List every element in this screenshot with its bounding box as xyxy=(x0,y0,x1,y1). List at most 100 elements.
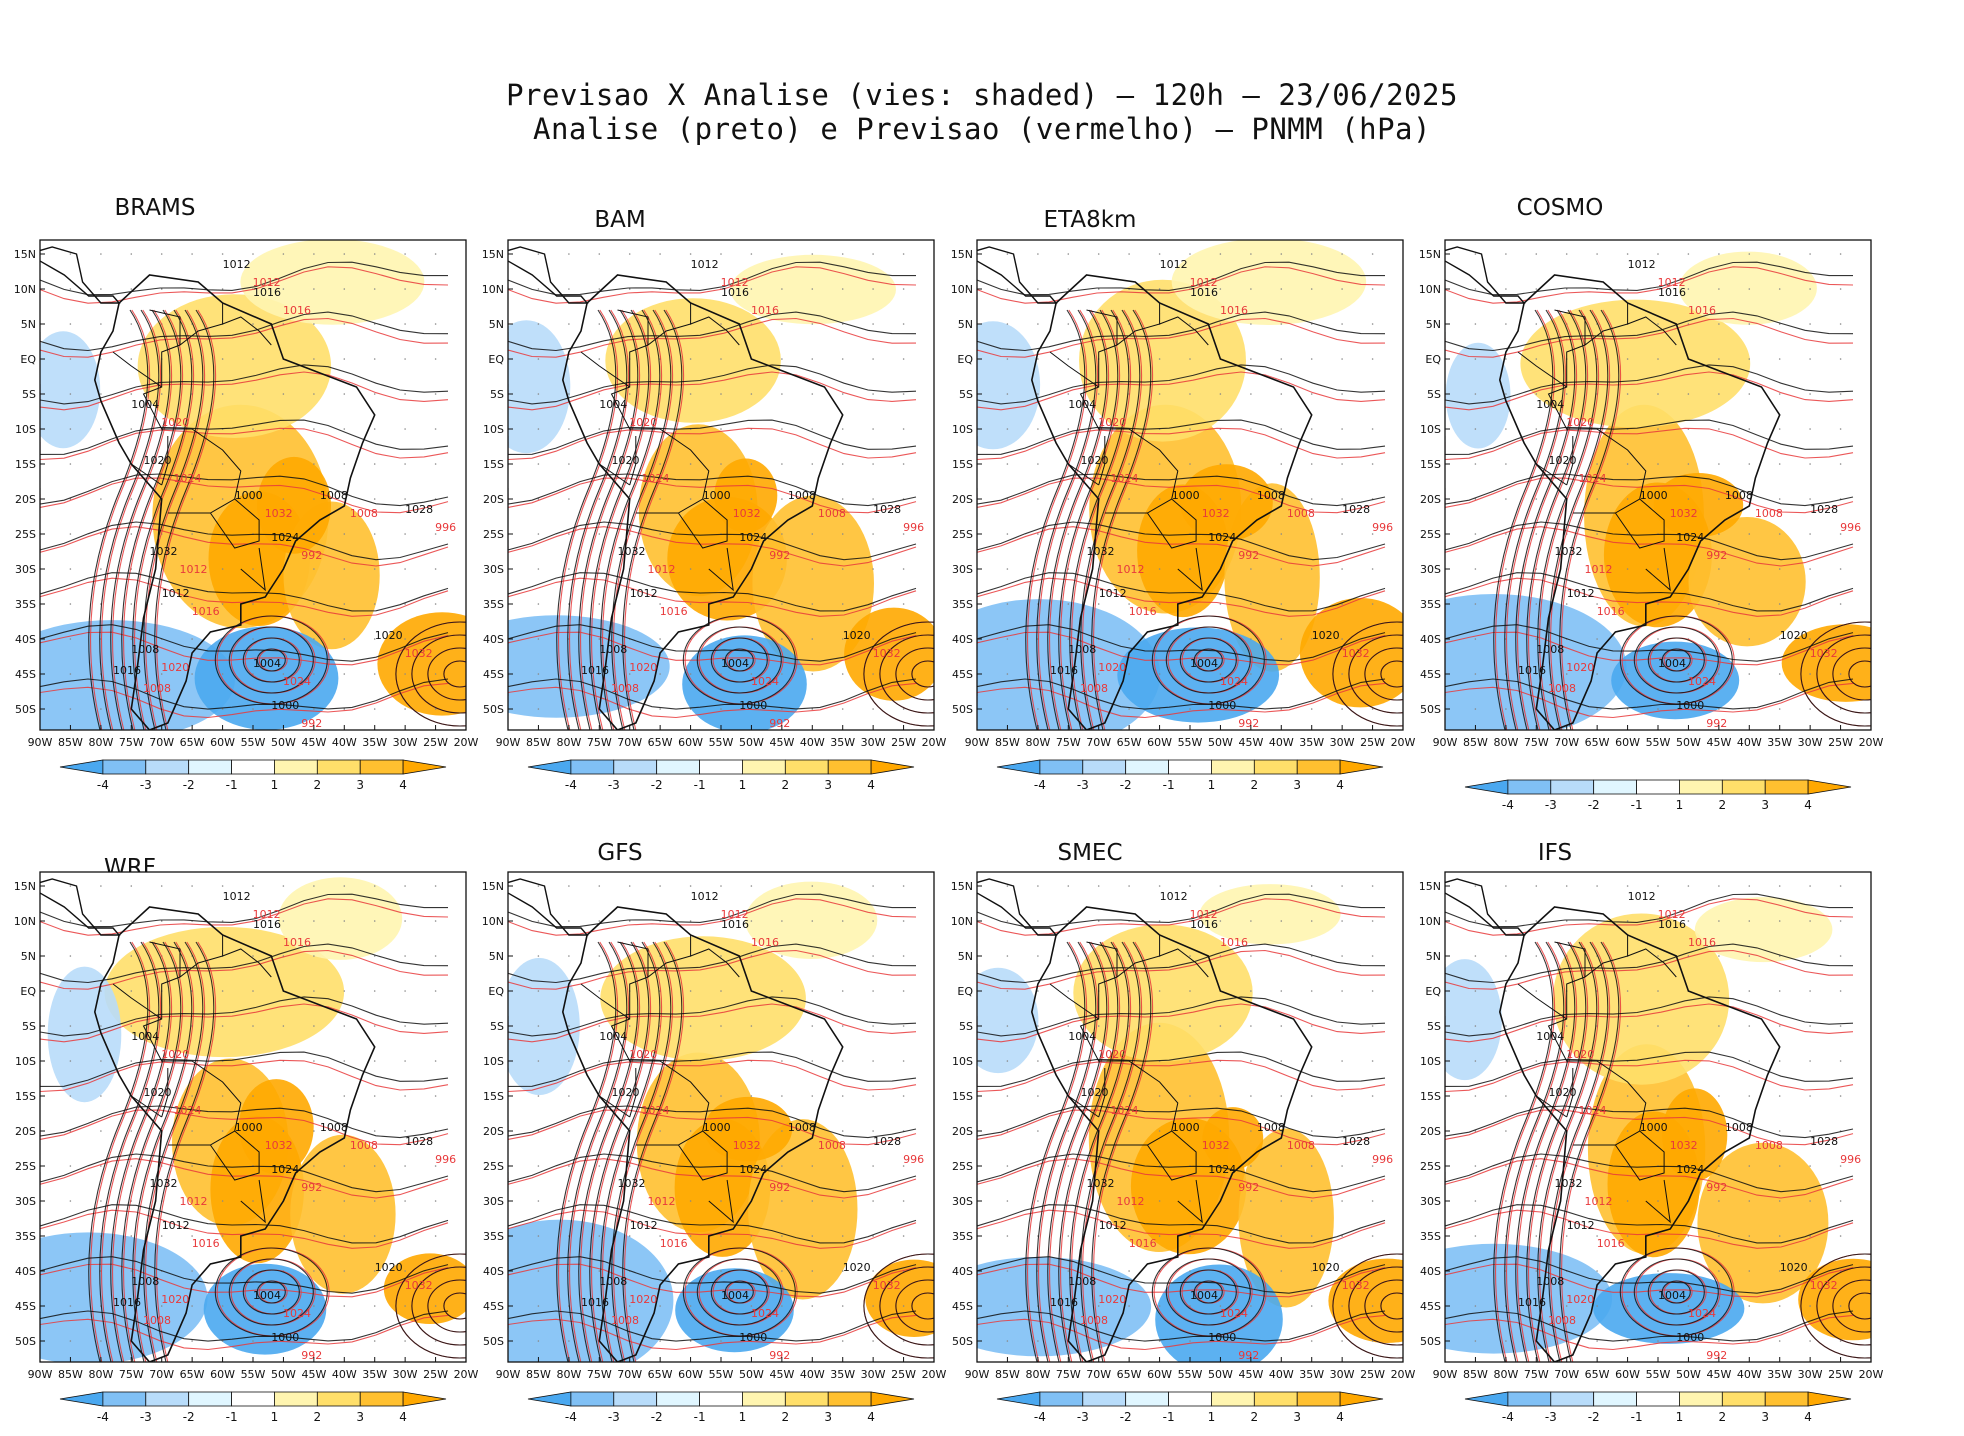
forecast-isobar-label: 996 xyxy=(903,1153,924,1166)
lat-tick-label: 10N xyxy=(1419,283,1441,296)
isobar-label: 1004 xyxy=(721,1289,749,1302)
forecast-isobar-label: 1012 xyxy=(1585,563,1613,576)
isobar-label: 1000 xyxy=(271,1331,299,1344)
lon-tick-label: 50W xyxy=(271,1368,296,1381)
isobar-label: 1032 xyxy=(150,545,178,558)
isobar-label: 1016 xyxy=(1190,286,1218,299)
colorbar-tick-label: 4 xyxy=(1336,778,1344,792)
colorbar-tick-label: -3 xyxy=(608,778,620,792)
lat-tick-label: 15N xyxy=(951,248,973,261)
lon-tick-label: 25W xyxy=(1828,1368,1853,1381)
lon-tick-label: 30W xyxy=(1798,1368,1823,1381)
lon-tick-label: 65W xyxy=(1117,1368,1142,1381)
colorbar-tick-label: 3 xyxy=(824,1410,832,1424)
forecast-isobar-label: 1008 xyxy=(350,1139,378,1152)
forecast-isobar-label: 1008 xyxy=(818,1139,846,1152)
lat-tick-label: 20S xyxy=(952,1125,973,1138)
forecast-isobar-label: 1008 xyxy=(1548,682,1576,695)
forecast-isobar-label: 996 xyxy=(903,521,924,534)
lat-tick-label: 10N xyxy=(951,915,973,928)
forecast-isobar-label: 996 xyxy=(435,521,456,534)
lat-tick-label: 50S xyxy=(15,703,36,716)
isobar-label: 1024 xyxy=(271,1163,299,1176)
forecast-isobar-label: 1016 xyxy=(192,605,220,618)
lon-tick-label: 65W xyxy=(1585,1368,1610,1381)
isobar-label: 1008 xyxy=(1725,1121,1753,1134)
lat-tick-label: 30S xyxy=(1420,563,1441,576)
lat-tick-label: 5S xyxy=(22,388,36,401)
lat-tick-label: 10S xyxy=(952,1055,973,1068)
colorbar-tick-label: -4 xyxy=(1034,778,1046,792)
forecast-isobar-label: 1008 xyxy=(143,682,171,695)
lat-tick-label: 40S xyxy=(15,633,36,646)
colorbar-swatch xyxy=(1253,1391,1298,1407)
lon-tick-label: 45W xyxy=(769,736,794,749)
lat-tick-label: 40S xyxy=(483,633,504,646)
forecast-isobar-label: 992 xyxy=(1238,1349,1259,1362)
colorbar: -4 -3 -2 -1 1 2 3 4 xyxy=(996,759,1384,792)
isobar-label: 1016 xyxy=(1050,664,1078,677)
isobar-label: 1028 xyxy=(1342,1135,1370,1148)
forecast-isobar-label: 1016 xyxy=(1220,936,1248,949)
forecast-isobar-label: 1012 xyxy=(1585,1195,1613,1208)
lat-tick-label: 25S xyxy=(15,1160,36,1173)
isobar-label: 1028 xyxy=(873,1135,901,1148)
lat-tick-label: 10N xyxy=(951,283,973,296)
lat-tick-label: 5S xyxy=(490,388,504,401)
colorbar-tick-label: -1 xyxy=(226,1410,238,1424)
lon-tick-label: 30W xyxy=(393,736,418,749)
forecast-isobar-label: 1032 xyxy=(405,647,433,660)
lat-tick-label: 40S xyxy=(483,1265,504,1278)
forecast-isobar-label: 992 xyxy=(301,549,322,562)
forecast-isobar-label: 1020 xyxy=(629,416,657,429)
lon-tick-label: 75W xyxy=(587,736,612,749)
map-panel-svg: 1012101610081004102010001024102810321012… xyxy=(951,871,1416,1424)
colorbar-tick-label: 3 xyxy=(356,778,364,792)
isobar-label: 1032 xyxy=(1087,1177,1115,1190)
lon-tick-label: 30W xyxy=(1798,736,1823,749)
lat-tick-label: 10N xyxy=(14,915,36,928)
colorbar-tick-label: 3 xyxy=(1293,778,1301,792)
isobar-label: 1012 xyxy=(1628,258,1656,271)
colorbar: -4 -3 -2 -1 1 2 3 4 xyxy=(1464,1391,1852,1424)
forecast-isobar-label: 1016 xyxy=(751,304,779,317)
lat-tick-label: 5N xyxy=(1426,950,1441,963)
lon-tick-label: 20W xyxy=(454,1368,479,1381)
lat-tick-label: 50S xyxy=(1420,1335,1441,1348)
forecast-isobar-label: 1024 xyxy=(1688,675,1716,688)
lat-tick-label: 25S xyxy=(952,1160,973,1173)
isobar-label: 1020 xyxy=(375,1261,403,1274)
forecast-isobar-label: 992 xyxy=(1706,1349,1727,1362)
lon-tick-label: 25W xyxy=(1360,1368,1385,1381)
map-panel-svg: 1012101610081004102010001024102810321012… xyxy=(1419,239,1884,812)
lon-tick-label: 35W xyxy=(362,736,387,749)
colorbar-swatch xyxy=(1125,1391,1169,1407)
lat-tick-label: 30S xyxy=(483,563,504,576)
isobar-label: 1000 xyxy=(739,1331,767,1344)
isobar-label: 1028 xyxy=(1342,503,1370,516)
isobar-label: 1020 xyxy=(1081,454,1109,467)
lat-tick-label: 15S xyxy=(952,1090,973,1103)
isobar-label: 1004 xyxy=(131,1030,159,1043)
panel-title: BRAMS xyxy=(114,195,196,221)
forecast-isobar-label: 1012 xyxy=(721,276,749,289)
lon-tick-label: 85W xyxy=(58,736,83,749)
forecast-isobar-label: 1020 xyxy=(629,661,657,674)
forecast-isobar-label: 1012 xyxy=(253,276,281,289)
isobar-label: 1004 xyxy=(599,1030,627,1043)
colorbar-swatch xyxy=(1507,1391,1552,1407)
isobar-label: 1016 xyxy=(1518,664,1546,677)
isobar-label: 1004 xyxy=(1190,1289,1218,1302)
lon-tick-label: 25W xyxy=(423,1368,448,1381)
isobar-label: 1016 xyxy=(1190,918,1218,931)
lon-tick-label: 75W xyxy=(1056,736,1081,749)
isobar-label: 1012 xyxy=(1160,258,1188,271)
lon-tick-label: 55W xyxy=(241,736,266,749)
isobar-label: 1012 xyxy=(1567,587,1595,600)
forecast-isobar-label: 996 xyxy=(1372,521,1393,534)
forecast-isobar-label: 1012 xyxy=(721,908,749,921)
isobar-label: 1004 xyxy=(1068,1030,1096,1043)
isobar-label: 1012 xyxy=(630,1219,658,1232)
colorbar-swatch xyxy=(613,1391,658,1407)
lat-tick-label: 25S xyxy=(483,1160,504,1173)
